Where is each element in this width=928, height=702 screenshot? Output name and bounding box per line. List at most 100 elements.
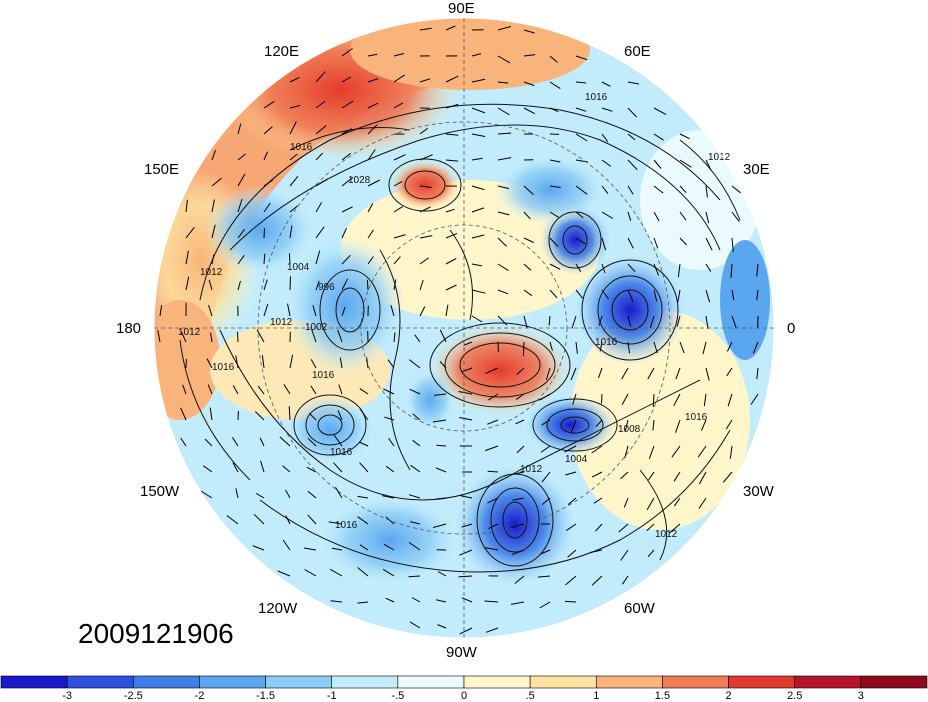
wind-barb: [333, 434, 343, 447]
wind-barb: [367, 78, 379, 83]
contour-label: 1012: [655, 529, 678, 540]
wind-barb: [673, 497, 681, 507]
wind-barb: [567, 549, 577, 558]
wind-barb: [434, 393, 447, 396]
wind-barb: [393, 102, 404, 109]
wind-barb: [647, 367, 655, 380]
wind-barb: [329, 568, 343, 577]
wind-barb: [510, 601, 525, 605]
wind-barb: [497, 237, 507, 247]
wind-barb: [439, 329, 447, 343]
wind-barb: [673, 471, 681, 482]
wind-barb: [206, 358, 213, 369]
wind-barb: [595, 419, 603, 428]
wind-barb: [471, 53, 482, 57]
wind-barb: [653, 211, 660, 222]
wind-barb: [408, 541, 421, 551]
colorbar-swatch: [397, 675, 465, 689]
wind-barb: [408, 494, 421, 499]
wind-barb: [460, 495, 473, 499]
wind-barb: [445, 103, 459, 109]
wind-barb: [237, 331, 239, 343]
wind-barb: [497, 185, 510, 190]
wind-barb: [653, 237, 659, 249]
wind-barb: [653, 289, 658, 302]
wind-barb: [471, 78, 486, 83]
wind-barb: [432, 419, 447, 423]
wind-barb: [623, 497, 629, 508]
wind-barb: [591, 445, 603, 454]
wind-barb: [211, 254, 215, 265]
wind-barb: [541, 471, 551, 483]
wind-barb: [261, 355, 265, 369]
wind-barb: [437, 571, 447, 577]
wind-barb: [412, 413, 421, 421]
lon-label-90e: 90E: [448, 0, 475, 17]
wind-barb: [620, 471, 629, 480]
wind-barb: [627, 185, 634, 195]
wind-barb: [523, 81, 535, 87]
wind-barb: [575, 185, 588, 195]
wind-barb: [341, 100, 354, 109]
wind-barb: [697, 445, 707, 458]
wind-barb: [211, 199, 215, 213]
wind-barb: [180, 331, 187, 343]
wind-barb: [471, 157, 483, 161]
wind-barb: [304, 569, 317, 577]
wind-barb: [341, 76, 352, 83]
wind-barb: [677, 263, 681, 278]
wind-barb: [700, 419, 707, 431]
wind-barb: [471, 315, 483, 323]
wind-barb: [237, 228, 246, 239]
wind-barb: [598, 315, 603, 326]
colorbar-tick-label: -.5: [391, 690, 404, 702]
wind-barb: [679, 133, 690, 140]
wind-barb: [445, 232, 458, 239]
wind-barb: [393, 234, 406, 239]
wind-barb: [359, 408, 369, 421]
wind-barb: [204, 438, 213, 447]
colorbar-tick-label: 2: [726, 690, 732, 702]
wind-barb: [540, 549, 551, 555]
wind-barb: [522, 341, 525, 357]
wind-barb: [328, 521, 343, 525]
contour-label: 1012: [520, 464, 543, 475]
wind-barb: [487, 470, 499, 473]
wind-barb: [282, 465, 291, 473]
contour-label: 1016: [335, 520, 358, 531]
wind-barb: [436, 444, 447, 447]
wind-barb: [257, 385, 265, 395]
wind-barb: [731, 185, 741, 194]
wind-barb: [337, 410, 343, 421]
wind-barb: [315, 125, 327, 135]
colorbar-tick-label: 0: [461, 690, 467, 702]
wind-barb: [485, 627, 499, 633]
contour-label: 1016: [585, 92, 608, 103]
wind-barb: [627, 159, 638, 171]
wind-barb: [459, 627, 473, 635]
wind-barb: [445, 257, 457, 265]
wind-barb: [731, 211, 740, 223]
wind-barb: [575, 133, 588, 142]
wind-barb: [675, 367, 681, 380]
colorbar-tick-label: -3: [62, 690, 72, 702]
wind-barb: [523, 29, 535, 34]
wind-barb: [549, 107, 559, 113]
wind-barb: [497, 289, 509, 295]
wind-barb: [338, 384, 343, 395]
wind-barb: [647, 471, 655, 481]
wind-barb: [485, 367, 499, 374]
wind-barb: [209, 407, 213, 421]
anomaly-shading: [154, 18, 774, 638]
contour-label: 1012: [270, 317, 293, 328]
wind-barb: [497, 55, 511, 64]
wind-barb: [523, 263, 532, 271]
wind-barb: [253, 513, 265, 525]
wind-barb: [730, 263, 733, 278]
wind-barb: [315, 71, 326, 83]
contour-label: 996: [318, 282, 335, 293]
wind-barb: [235, 488, 239, 499]
wind-barb: [627, 315, 632, 327]
wind-barb: [341, 278, 349, 291]
